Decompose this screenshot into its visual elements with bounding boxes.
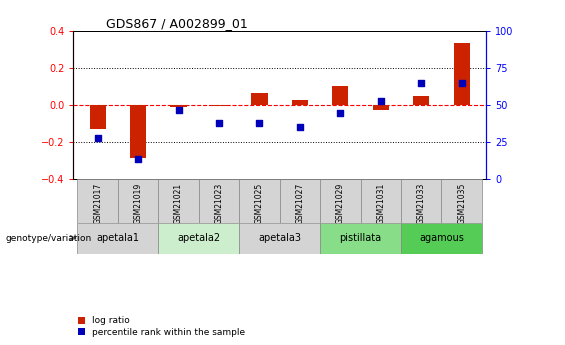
Text: GSM21017: GSM21017 [93, 183, 102, 224]
Bar [292, 100, 308, 105]
Bar [280, 179, 320, 223]
Bar [90, 105, 106, 129]
Bar [171, 105, 186, 107]
Text: GSM21031: GSM21031 [376, 183, 385, 224]
Bar [373, 105, 389, 110]
Bar [320, 223, 401, 254]
Point [336, 110, 345, 115]
Bar [77, 223, 158, 254]
Text: agamous: agamous [419, 233, 464, 243]
Legend: log ratio, percentile rank within the sample: log ratio, percentile rank within the sa… [78, 316, 246, 337]
Text: GSM21035: GSM21035 [457, 183, 466, 224]
Bar [454, 43, 470, 105]
Point [295, 125, 305, 130]
Bar [211, 105, 227, 106]
Point [255, 120, 264, 126]
Text: GSM21033: GSM21033 [417, 183, 425, 224]
Bar [118, 179, 158, 223]
Bar [413, 96, 429, 105]
Point [134, 156, 143, 161]
Bar [360, 179, 401, 223]
Text: GSM21027: GSM21027 [295, 183, 305, 224]
Bar [158, 223, 239, 254]
Text: GSM21023: GSM21023 [215, 183, 224, 224]
Point [215, 120, 224, 126]
Text: GDS867 / A002899_01: GDS867 / A002899_01 [106, 17, 248, 30]
Bar [441, 179, 482, 223]
Point [457, 80, 466, 86]
Bar [401, 179, 441, 223]
Text: genotype/variation: genotype/variation [6, 234, 92, 243]
Bar [401, 223, 482, 254]
Text: GSM21019: GSM21019 [134, 183, 142, 224]
Bar [239, 179, 280, 223]
Text: apetala2: apetala2 [177, 233, 220, 243]
Text: pistillata: pistillata [340, 233, 381, 243]
Point [416, 80, 425, 86]
Bar [239, 223, 320, 254]
Point [174, 107, 183, 112]
Point [376, 98, 385, 104]
Text: GSM21021: GSM21021 [174, 183, 183, 224]
Bar [332, 86, 349, 105]
Text: apetala1: apetala1 [97, 233, 140, 243]
Point [93, 135, 102, 141]
Bar [130, 105, 146, 158]
Bar [77, 179, 118, 223]
Bar [251, 93, 268, 105]
Bar [158, 179, 199, 223]
Bar [320, 179, 360, 223]
Text: GSM21029: GSM21029 [336, 183, 345, 224]
Text: GSM21025: GSM21025 [255, 183, 264, 224]
Text: apetala3: apetala3 [258, 233, 301, 243]
Bar [199, 179, 239, 223]
